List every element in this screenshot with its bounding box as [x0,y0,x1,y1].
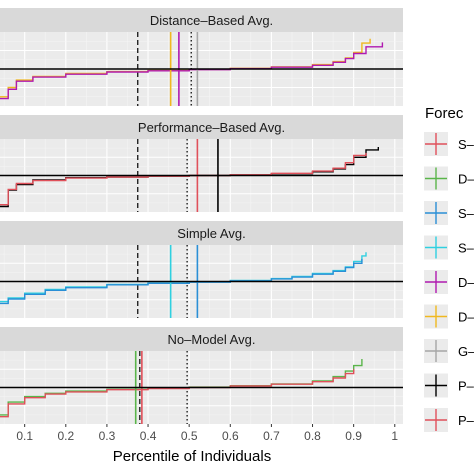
panel-strip-label: Distance–Based Avg. [150,13,273,28]
legend-item: P– [424,373,474,398]
legend-item: P– [424,408,474,432]
legend-label: D– [458,275,474,290]
x-tick-label: 0.6 [222,429,239,443]
legend-label: P– [458,413,474,428]
panel-strip [0,8,403,32]
legend-label: P– [458,379,474,394]
legend-label: G– [458,344,474,359]
panel-4: No–Model Avg. [0,327,403,424]
panel-strip-label: No–Model Avg. [168,332,256,347]
legend-item: D– [424,166,474,191]
panel-strip [0,327,403,351]
legend-item: S– [424,132,474,156]
panel-strip [0,115,403,139]
x-tick-label: 1 [391,429,398,443]
legend-item: S– [424,201,474,225]
x-tick-label: 0.2 [57,429,74,443]
x-tick-label: 0.5 [181,429,198,443]
series-line-2 [0,369,355,418]
x-axis-title: Percentile of Individuals [113,448,271,465]
x-tick-label: 0.3 [99,429,116,443]
legend-item: S– [424,235,474,260]
legend-item: D– [424,270,474,294]
panel-strip-label: Performance–Based Avg. [138,120,285,135]
series-line-2 [0,258,363,305]
panel-strip [0,221,403,245]
legend-title: Forec [425,105,464,122]
x-tick-label: 0.1 [16,429,33,443]
legend-label: D– [458,172,474,187]
legend: Forec S– D– S– S– D– D– G– P– P– [424,105,474,432]
legend-label: S– [458,137,474,152]
panel-1: Distance–Based Avg. [0,8,403,106]
legend-label: D– [458,310,474,325]
panel-3: Simple Avg. [0,221,403,318]
x-tick-label: 0.4 [140,429,157,443]
legend-label: S– [458,206,474,221]
panel-2: Performance–Based Avg. [0,115,403,212]
legend-item: D– [424,304,474,329]
legend-label: S– [458,241,474,256]
legend-item: G– [424,339,474,363]
x-tick-label: 0.7 [263,429,280,443]
panel-strip-label: Simple Avg. [177,226,245,241]
x-tick-label: 0.8 [304,429,321,443]
x-tick-label: 0.9 [345,429,362,443]
